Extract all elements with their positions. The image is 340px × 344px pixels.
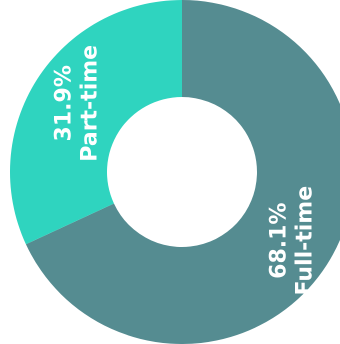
slice-category-label: Full-time <box>292 186 317 296</box>
slice-part-time <box>9 0 183 245</box>
slice-value-label: 68.1% <box>266 203 291 279</box>
slice-full-time <box>25 0 340 344</box>
slice-category-label: Part-time <box>78 45 103 162</box>
slice-value-label: 31.9% <box>52 65 77 141</box>
slice-label-group-full-time: 68.1% Full-time <box>266 186 317 296</box>
slice-label-group-part-time: 31.9% Part-time <box>52 45 103 162</box>
